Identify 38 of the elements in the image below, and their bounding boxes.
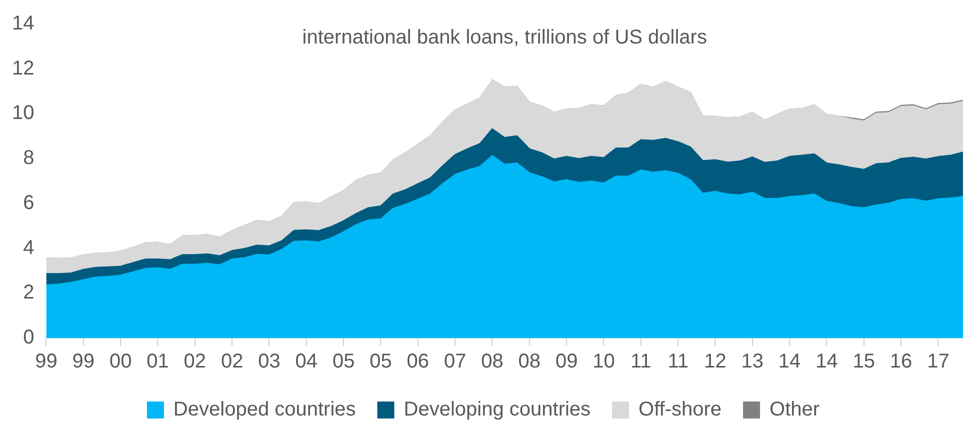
- y-tick-label: 0: [23, 326, 34, 349]
- x-tick-label: 14: [778, 350, 801, 373]
- x-tick-label: 15: [852, 350, 876, 373]
- legend-label: Developing countries: [404, 398, 591, 421]
- chart-title: international bank loans, trillions of US dollars: [302, 26, 707, 49]
- y-tick-label: 4: [23, 236, 34, 259]
- legend-label: Other: [770, 398, 820, 421]
- y-tick-label: 2: [23, 282, 34, 304]
- x-tick-label: 07: [444, 350, 466, 373]
- x-tick-label: 16: [890, 350, 912, 373]
- x-tick-label: 02: [220, 350, 244, 373]
- x-tick-label: 08: [518, 350, 541, 373]
- x-tick-label: 05: [332, 350, 355, 373]
- y-tick-label: 12: [12, 57, 34, 80]
- y-tick-label: 6: [23, 192, 34, 214]
- x-tick-label: 02: [184, 350, 206, 373]
- x-tick-label: 11: [630, 350, 652, 373]
- x-tick-label: 99: [72, 350, 95, 373]
- x-tick-label: 03: [258, 350, 280, 373]
- x-tick-label: 09: [555, 350, 578, 373]
- legend-label: Off-shore: [638, 398, 722, 421]
- y-tick-label: 8: [23, 147, 34, 170]
- x-tick-label: 05: [370, 350, 392, 373]
- x-tick-label: 17: [927, 350, 950, 373]
- x-tick-label: 04: [295, 350, 318, 373]
- x-tick-label: 11: [668, 350, 688, 373]
- y-tick-label: 10: [12, 102, 34, 124]
- x-tick-label: 00: [109, 350, 132, 373]
- x-tick-label: 08: [481, 350, 504, 373]
- x-tick-label: 14: [816, 350, 838, 373]
- x-tick-label: 13: [741, 350, 764, 373]
- x-tick-label: 01: [146, 350, 169, 373]
- x-tick-label: 06: [406, 350, 430, 373]
- y-tick-label: 14: [12, 12, 34, 35]
- legend-label: Developed countries: [173, 398, 356, 421]
- x-tick-label: 12: [704, 350, 726, 373]
- x-tick-label: 10: [592, 350, 615, 373]
- x-tick-label: 99: [35, 350, 58, 373]
